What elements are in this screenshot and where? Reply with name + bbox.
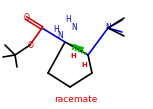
Text: N: N	[58, 31, 63, 39]
Text: H: H	[65, 14, 71, 24]
Text: H: H	[81, 62, 87, 68]
Text: H: H	[70, 53, 76, 59]
Text: O: O	[28, 42, 34, 50]
Text: H: H	[54, 26, 59, 35]
Polygon shape	[65, 42, 84, 53]
Text: N: N	[105, 24, 111, 32]
Text: racemate: racemate	[54, 95, 98, 105]
Text: O: O	[24, 14, 30, 22]
Text: N: N	[71, 22, 77, 32]
